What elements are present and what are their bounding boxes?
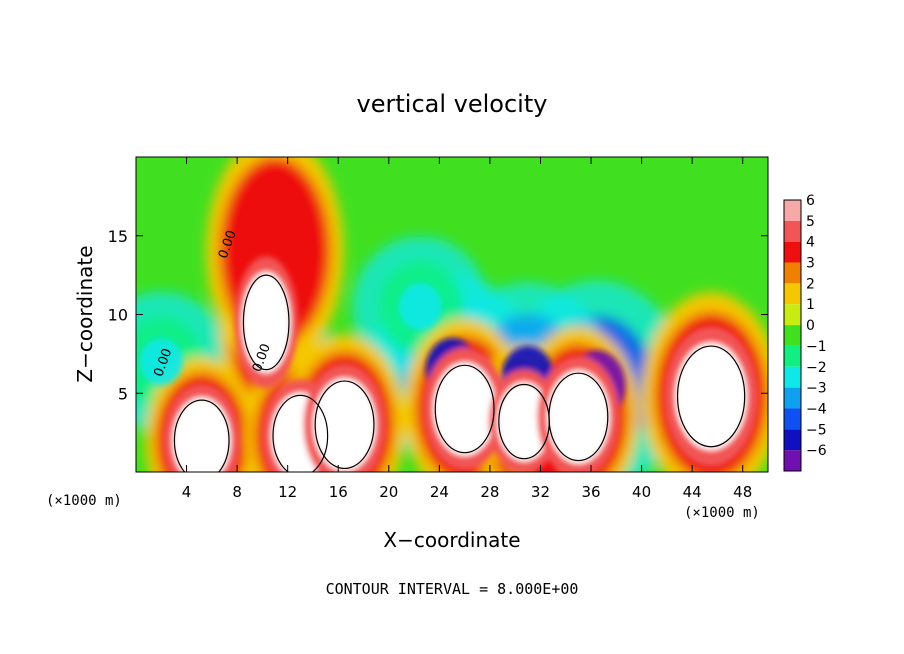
updraft-layer xyxy=(675,342,747,451)
x-tick-label: 8 xyxy=(232,483,242,501)
colorbar-label: 2 xyxy=(806,276,815,292)
colorbar-swatch xyxy=(784,408,801,430)
updraft-layer xyxy=(433,362,496,456)
colorbar-swatch xyxy=(784,387,801,409)
colorbar-label: 4 xyxy=(806,235,815,251)
colorbar-frame xyxy=(783,199,802,472)
colorbar-label: −6 xyxy=(806,443,827,459)
contour-line xyxy=(676,345,746,448)
x-tick-label: 4 xyxy=(182,483,192,501)
colorbar-label: 3 xyxy=(806,256,815,272)
y-axis: 5 10 15 xyxy=(108,227,768,403)
downdraft-core xyxy=(398,283,442,331)
colorbar-swatch xyxy=(784,220,801,242)
y-tick-label: 15 xyxy=(108,227,128,246)
colorbar-label: 0 xyxy=(806,318,815,334)
contour-line xyxy=(548,372,609,462)
x-tick-label: 44 xyxy=(683,483,702,501)
x-tick-label: 48 xyxy=(733,483,752,501)
x-axis-label: X−coordinate xyxy=(383,528,520,552)
x-unit-right: (×1000 m) xyxy=(684,505,760,521)
colorbar-label: −4 xyxy=(806,401,827,417)
downdraft-core xyxy=(139,338,183,386)
colorbar-label: −1 xyxy=(806,339,827,355)
colorbar-swatch xyxy=(784,283,801,305)
contour-line xyxy=(173,399,230,472)
x-tick-label: 40 xyxy=(632,483,651,501)
colorbar-swatch xyxy=(784,262,801,284)
updraft-layer xyxy=(313,378,376,472)
colorbar-swatch xyxy=(784,345,801,367)
y-axis-label: Z−coordinate xyxy=(73,245,97,382)
contour-line xyxy=(242,274,290,371)
contour-line xyxy=(272,394,329,472)
y-tick-label: 10 xyxy=(108,306,128,325)
contour-interval-label: CONTOUR INTERVAL = 8.000E+00 xyxy=(326,580,579,598)
x-tick-label: 36 xyxy=(581,483,600,501)
colorbar-label: 5 xyxy=(806,214,815,230)
x-tick-label: 32 xyxy=(531,483,550,501)
colorbar-label: 6 xyxy=(806,193,815,209)
x-unit-left: (×1000 m) xyxy=(46,493,122,509)
contour-line xyxy=(434,364,495,454)
x-tick-label: 20 xyxy=(379,483,398,501)
x-tick-label: 12 xyxy=(278,483,297,501)
chart-title: vertical velocity xyxy=(357,90,548,118)
x-axis: 4 8 12 16 20 24 28 32 36 40 44 48 xyxy=(182,157,752,501)
colorbar-swatch xyxy=(784,450,801,471)
y-tick-label: 5 xyxy=(118,384,128,403)
colorbar-swatch xyxy=(784,200,801,221)
updraft-layer xyxy=(497,382,551,462)
colorbar-label: −5 xyxy=(806,422,827,438)
x-tick-label: 24 xyxy=(430,483,449,501)
colorbar: 6 5 4 3 2 1 0 −1 −2 −3 −4 −5 −6 xyxy=(783,193,827,472)
colorbar-label: 1 xyxy=(806,297,815,313)
plot-area: 0.000.00 0.00 xyxy=(136,157,768,472)
updraft-layer xyxy=(547,370,610,464)
colorbar-swatch xyxy=(784,304,801,326)
x-tick-label: 16 xyxy=(329,483,348,501)
colorbar-swatch xyxy=(784,366,801,388)
colorbar-swatch xyxy=(784,241,801,263)
colorbar-label: −2 xyxy=(806,360,827,376)
colorbar-label: −3 xyxy=(806,381,827,397)
updraft-layer xyxy=(172,397,231,472)
colorbar-swatch xyxy=(784,325,801,346)
x-tick-label: 28 xyxy=(480,483,499,501)
updraft-layer xyxy=(241,271,291,373)
contour-line xyxy=(314,380,375,470)
colorbar-swatch xyxy=(784,429,801,451)
